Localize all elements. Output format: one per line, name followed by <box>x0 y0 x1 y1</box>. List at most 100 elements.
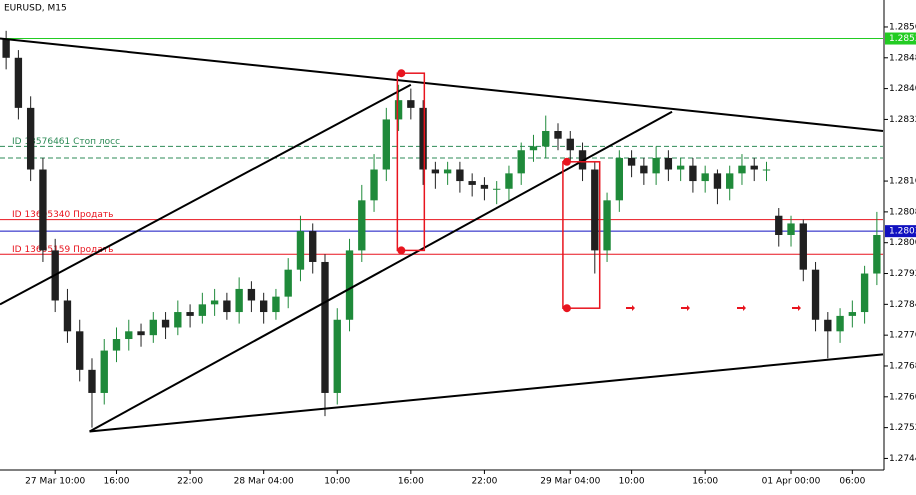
candle-body <box>787 223 795 235</box>
candle-body <box>738 165 746 174</box>
y-tick-label: 1.2792 <box>889 269 916 279</box>
trade-marker <box>397 246 406 255</box>
x-tick-label: 29 Mar 04:00 <box>540 477 600 487</box>
y-tick-label: 1.2816 <box>889 177 916 187</box>
candle-body <box>873 235 881 274</box>
candle-body <box>284 269 292 297</box>
candle-body <box>591 169 599 251</box>
candle-body <box>860 273 869 313</box>
candle-body <box>799 223 807 270</box>
candle-body <box>76 331 84 370</box>
candle-body <box>419 107 427 170</box>
candle-body <box>615 157 624 201</box>
candle-body <box>63 300 72 332</box>
arrow <box>626 305 635 311</box>
x-tick-label: 10:00 <box>619 477 645 487</box>
candle-body <box>468 181 476 185</box>
arrow <box>737 305 746 311</box>
candle-body <box>542 130 550 147</box>
candle-body <box>554 130 562 139</box>
candle-body <box>26 107 35 170</box>
level-flag-label: 1.2853 <box>889 34 916 44</box>
candle-body <box>321 261 329 393</box>
trade-arrows <box>626 305 801 311</box>
candle-body <box>112 339 121 351</box>
candle-body <box>762 169 771 171</box>
candle-body <box>88 369 96 393</box>
candle-body <box>247 288 256 301</box>
candle-body <box>505 173 513 189</box>
y-tick-label: 1.2776 <box>889 331 916 341</box>
candle-body <box>713 173 722 189</box>
candle-body <box>848 312 857 316</box>
candle-body <box>566 138 574 151</box>
candle-body <box>407 100 415 108</box>
x-tick-label: 16:00 <box>398 477 424 487</box>
candle-body <box>137 331 145 336</box>
level-label: ID 13576461 Стоп лосс <box>12 137 120 147</box>
candle-body <box>701 173 709 182</box>
y-tick-label: 1.2832 <box>889 115 916 125</box>
candle-body <box>2 38 10 58</box>
candle-body <box>529 146 538 151</box>
x-tick-label: 06:00 <box>839 477 865 487</box>
chart-title: EURUSD, M15 <box>4 4 67 14</box>
candle-body <box>652 157 660 174</box>
trendline <box>89 110 673 433</box>
candle-body <box>640 165 648 174</box>
trendline <box>0 37 884 132</box>
candle-body <box>726 173 734 189</box>
candle-body <box>186 312 194 316</box>
candle-body <box>100 350 108 393</box>
candle-body <box>14 57 23 108</box>
candle-body <box>811 269 820 320</box>
y-tick-label: 1.2840 <box>889 84 916 94</box>
candle-body <box>174 312 182 328</box>
x-tick-label: 16:00 <box>104 477 130 487</box>
candle-body <box>272 296 280 313</box>
candle-body <box>456 169 464 182</box>
candle-body <box>370 169 378 201</box>
y-tick-label: 1.2848 <box>889 53 916 63</box>
y-tick-label: 1.2768 <box>889 361 916 371</box>
level-flag <box>885 32 916 45</box>
candle-body <box>394 100 403 120</box>
trendline <box>89 353 884 433</box>
candle-body <box>333 319 341 393</box>
x-tick-label: 16:00 <box>692 477 718 487</box>
x-tick-label: 22:00 <box>177 477 203 487</box>
candle-body <box>382 119 390 170</box>
x-tick-label: 01 Apr 00:00 <box>762 477 821 487</box>
candle-body <box>296 231 305 270</box>
candle-body <box>603 200 611 251</box>
candle-body <box>750 165 758 170</box>
candle-body <box>824 319 832 332</box>
x-tick-label: 28 Mar 04:00 <box>234 477 294 487</box>
candle-body <box>39 169 47 251</box>
candle-body <box>198 304 207 316</box>
trade-box <box>396 72 426 252</box>
candle-body <box>431 169 440 174</box>
candle-body <box>358 200 366 251</box>
trendline <box>0 83 412 306</box>
candle-body <box>443 169 452 174</box>
y-tick-label: 1.2752 <box>889 423 916 433</box>
y-tick-label: 1.2784 <box>889 300 916 310</box>
y-tick-label: 1.2808 <box>889 207 916 217</box>
candle-body <box>517 150 525 174</box>
candle-body <box>235 288 243 313</box>
candle-body <box>493 188 501 190</box>
x-tick-label: 22:00 <box>471 477 497 487</box>
x-tick-label: 27 Mar 10:00 <box>25 477 85 487</box>
level-label: ID 13605159 Продать <box>12 245 113 255</box>
candle-body <box>836 315 844 332</box>
candle-body <box>676 165 685 170</box>
candle-body <box>627 157 636 166</box>
level-flag-label: 1.2803 <box>889 227 916 237</box>
x-tick-label: 10:00 <box>324 477 350 487</box>
candle-body <box>345 250 354 320</box>
y-tick-label: 1.2800 <box>889 238 916 248</box>
level-label: ID 13605340 Продать <box>12 210 113 220</box>
